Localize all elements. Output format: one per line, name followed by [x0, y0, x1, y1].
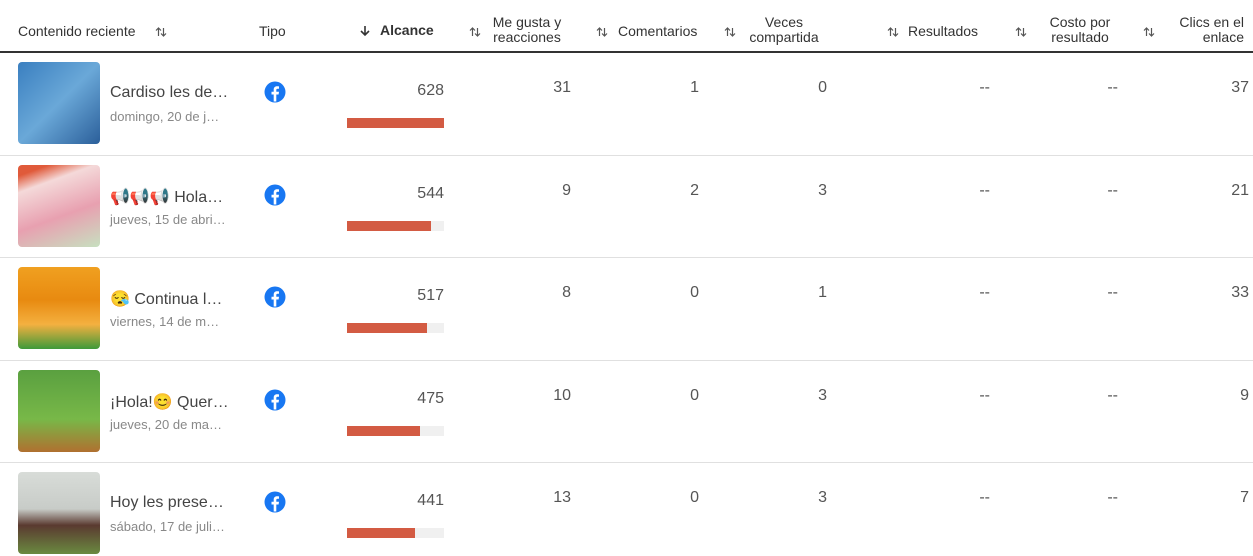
- header-type[interactable]: Tipo: [259, 24, 286, 39]
- row-separator: [0, 360, 1253, 361]
- likes-value: 8: [471, 284, 571, 302]
- post-date: domingo, 20 de j…: [110, 109, 219, 124]
- post-date: sábado, 17 de juli…: [110, 519, 225, 534]
- clicks-value: 33: [1149, 284, 1249, 302]
- post-title[interactable]: 😪 Continua l…: [110, 289, 222, 309]
- reach-value: 517: [344, 287, 444, 305]
- comments-value: 0: [599, 284, 699, 302]
- clicks-value: 21: [1149, 182, 1249, 200]
- reach-bar: [347, 426, 420, 436]
- reach-value: 544: [344, 185, 444, 203]
- sort-icon[interactable]: [724, 25, 736, 37]
- header-reach[interactable]: Alcance: [380, 23, 434, 38]
- reach-bar: [347, 221, 431, 231]
- post-date: viernes, 14 de m…: [110, 314, 219, 329]
- reach-value: 475: [344, 390, 444, 408]
- comments-value: 0: [599, 387, 699, 405]
- header-results[interactable]: Resultados: [908, 24, 978, 39]
- results-value: --: [890, 489, 990, 507]
- row-separator: [0, 462, 1253, 463]
- shares-value: 3: [727, 489, 827, 507]
- sort-icon[interactable]: [887, 25, 899, 37]
- row-separator: [0, 257, 1253, 258]
- header-rule: [0, 51, 1253, 53]
- row-separator: [0, 155, 1253, 156]
- reach-bar: [347, 528, 415, 538]
- post-thumbnail: [18, 370, 100, 452]
- header-content[interactable]: Contenido reciente: [18, 24, 136, 39]
- post-thumbnail: [18, 62, 100, 144]
- cost-value: --: [1018, 79, 1118, 97]
- table-view: Contenido reciente Tipo Alcance Me gusta y …: [0, 0, 1253, 556]
- header-shares[interactable]: Veces compartida: [744, 15, 824, 45]
- facebook-icon: [264, 184, 286, 206]
- sort-icon[interactable]: [1143, 25, 1155, 37]
- likes-value: 10: [471, 387, 571, 405]
- comments-value: 0: [599, 489, 699, 507]
- reach-bar: [347, 118, 444, 128]
- sort-icon[interactable]: [1015, 25, 1027, 37]
- post-date: jueves, 15 de abri…: [110, 212, 226, 227]
- results-value: --: [890, 79, 990, 97]
- reach-value: 441: [344, 492, 444, 510]
- clicks-value: 37: [1149, 79, 1249, 97]
- facebook-icon: [264, 286, 286, 308]
- reach-bar: [347, 323, 427, 333]
- results-value: --: [890, 387, 990, 405]
- post-title[interactable]: 📢📢📢 Hola…: [110, 187, 223, 207]
- header-likes[interactable]: Me gusta y reacciones: [487, 15, 567, 45]
- likes-value: 9: [471, 182, 571, 200]
- comments-value: 1: [599, 79, 699, 97]
- results-value: --: [890, 182, 990, 200]
- facebook-icon: [264, 389, 286, 411]
- facebook-icon: [264, 81, 286, 103]
- post-thumbnail: [18, 165, 100, 247]
- post-thumbnail: [18, 472, 100, 554]
- header-cost[interactable]: Costo por resultado: [1044, 15, 1116, 45]
- shares-value: 1: [727, 284, 827, 302]
- likes-value: 31: [471, 79, 571, 97]
- header-comments[interactable]: Comentarios: [618, 24, 700, 39]
- shares-value: 0: [727, 79, 827, 97]
- post-title[interactable]: ¡Hola!😊 Quer…: [110, 392, 229, 412]
- post-thumbnail: [18, 267, 100, 349]
- clicks-value: 7: [1149, 489, 1249, 507]
- comments-value: 2: [599, 182, 699, 200]
- reach-value: 628: [344, 82, 444, 100]
- post-title[interactable]: Hoy les prese…: [110, 494, 224, 512]
- facebook-icon: [264, 491, 286, 513]
- sort-icon[interactable]: [596, 25, 608, 37]
- sort-icon[interactable]: [155, 25, 167, 37]
- results-value: --: [890, 284, 990, 302]
- shares-value: 3: [727, 387, 827, 405]
- header-clicks[interactable]: Clics en el enlace: [1168, 15, 1244, 45]
- cost-value: --: [1018, 489, 1118, 507]
- cost-value: --: [1018, 182, 1118, 200]
- sort-icon[interactable]: [359, 24, 371, 36]
- cost-value: --: [1018, 387, 1118, 405]
- cost-value: --: [1018, 284, 1118, 302]
- sort-icon[interactable]: [469, 25, 481, 37]
- shares-value: 3: [727, 182, 827, 200]
- likes-value: 13: [471, 489, 571, 507]
- post-date: jueves, 20 de ma…: [110, 417, 222, 432]
- clicks-value: 9: [1149, 387, 1249, 405]
- post-title[interactable]: Cardiso les de…: [110, 84, 228, 102]
